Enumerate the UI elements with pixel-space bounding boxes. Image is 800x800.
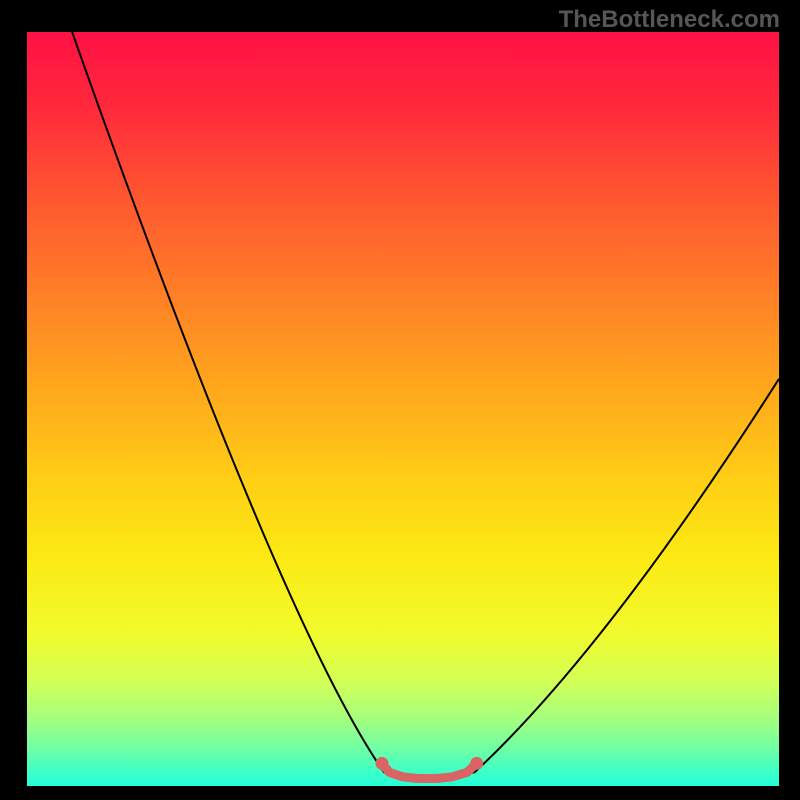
bottom-marker-dot-right [470,757,483,770]
plot-area [27,32,779,786]
chart-frame: TheBottleneck.com [0,0,800,800]
v-curve [72,32,779,776]
bottom-marker-path [382,763,477,778]
curve-layer [27,32,779,786]
bottom-marker-dot-left [375,757,388,770]
watermark-text: TheBottleneck.com [559,6,780,34]
